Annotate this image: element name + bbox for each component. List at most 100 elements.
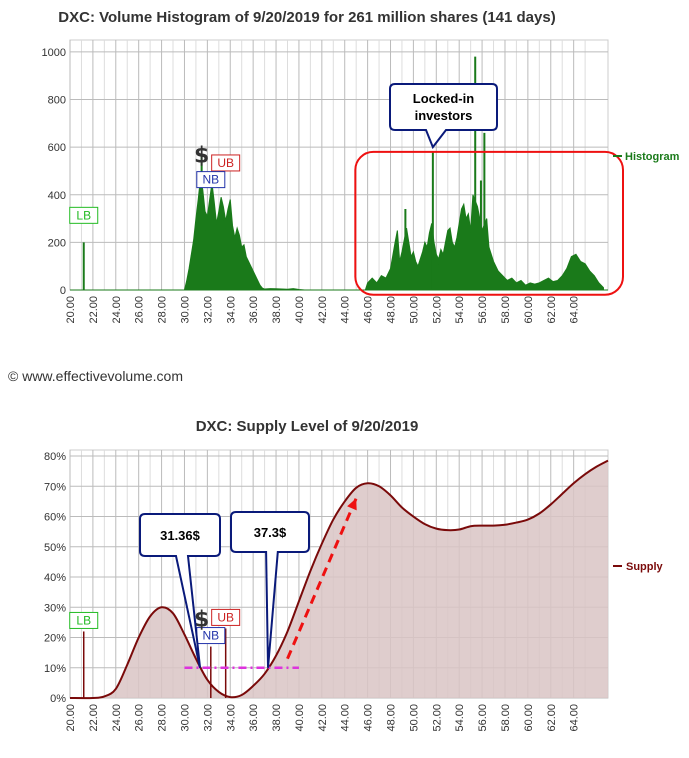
supply-x-tick-label: 38.00	[271, 704, 283, 732]
locked-in-callout	[389, 83, 498, 150]
supply-y-tick-label: 0%	[50, 693, 66, 705]
supply-line	[69, 459, 609, 700]
supply-tag-ub-box	[211, 608, 241, 626]
histogram-grid	[69, 39, 609, 291]
histogram-y-tick-label: 400	[48, 190, 66, 202]
supply-tag-ub-label: UB	[217, 610, 234, 624]
price-callout	[230, 511, 310, 668]
supply-legend-label: Supply	[626, 561, 664, 573]
histogram-title: DXC: Volume Histogram of 9/20/2019 for 2…	[58, 9, 555, 26]
supply-y-tick-label: 70%	[44, 481, 66, 493]
histogram-x-tick-label: 56.00	[477, 296, 489, 324]
histogram-axes: 20.00 22.00 24.00 26.00 28.00 30.00 32.00 34.00…	[42, 47, 581, 324]
supply-y-tick-label: 20%	[44, 633, 66, 645]
price-callout-text: 37.3$	[254, 525, 287, 540]
supply-tag-lb-label: LB	[76, 613, 91, 627]
histogram-tag-lb-label: LB	[76, 208, 91, 222]
histogram-x-tick-label: 48.00	[386, 296, 398, 324]
histogram-plot-frame	[69, 39, 609, 291]
supply-dollar-sign: $	[194, 607, 209, 632]
supply-tag-nb-label: NB	[202, 629, 219, 643]
supply-y-tick-label: 10%	[44, 663, 66, 675]
supply-axes: 20.00 22.00 24.00 26.00 28.00 30.00 32.00 34.00…	[44, 451, 581, 731]
histogram-x-tick-label: 38.00	[271, 296, 283, 324]
histogram-y-tick-label: 600	[48, 142, 66, 154]
histogram-x-tick-label: 22.00	[88, 296, 100, 324]
supply-x-tick-label: 52.00	[431, 704, 443, 732]
supply-tag-lb-box	[69, 611, 99, 629]
supply-y-tick-label: 80%	[44, 451, 66, 463]
supply-area	[70, 460, 608, 699]
supply-x-tick-label: 28.00	[157, 704, 169, 732]
supply-x-tick-label: 62.00	[546, 704, 558, 732]
supply-x-tick-label: 56.00	[477, 704, 489, 732]
histogram-x-tick-label: 54.00	[454, 296, 466, 324]
supply-title: DXC: Supply Level of 9/20/2019	[196, 418, 419, 435]
supply-y-tick-label: 40%	[44, 572, 66, 584]
histogram-x-tick-label: 32.00	[202, 296, 214, 324]
supply-x-tick-label: 30.00	[179, 704, 191, 732]
histogram-tag-ub-box	[211, 154, 241, 172]
supply-x-tick-label: 50.00	[408, 704, 420, 732]
supply-x-tick-label: 26.00	[134, 704, 146, 732]
histogram-plot	[70, 56, 608, 291]
histogram-y-tick-label: 800	[48, 95, 66, 107]
histogram-x-tick-label: 30.00	[179, 296, 191, 324]
histogram-x-tick-label: 50.00	[408, 296, 420, 324]
histogram-y-tick-label: 200	[48, 237, 66, 249]
supply-x-tick-label: 44.00	[340, 704, 352, 732]
histogram-tag-nb-label: NB	[202, 173, 219, 187]
histogram-x-tick-label: 52.00	[431, 296, 443, 324]
supply-x-tick-label: 48.00	[386, 704, 398, 732]
histogram-tag-ub-label: UB	[217, 156, 234, 170]
price-callout	[139, 513, 221, 668]
supply-x-tick-label: 42.00	[317, 704, 329, 732]
histogram-x-tick-label: 44.00	[340, 296, 352, 324]
histogram-x-tick-label: 26.00	[134, 296, 146, 324]
histogram-y-tick-label: 1000	[42, 47, 66, 59]
supply-x-tick-label: 20.00	[65, 704, 77, 732]
histogram-annotations: LB UB NB $ Locked-in investors	[69, 83, 624, 296]
supply-x-tick-label: 22.00	[88, 704, 100, 732]
histogram-tag-lb-box	[69, 206, 99, 224]
histogram-legend: Histogram	[613, 151, 680, 163]
supply-x-tick-label: 54.00	[454, 704, 466, 732]
histogram-x-tick-label: 28.00	[157, 296, 169, 324]
histogram-x-tick-label: 64.00	[569, 296, 581, 324]
supply-x-tick-label: 34.00	[225, 704, 237, 732]
supply-x-tick-label: 60.00	[523, 704, 535, 732]
supply-x-tick-label: 36.00	[248, 704, 260, 732]
supply-x-tick-label: 58.00	[500, 704, 512, 732]
histogram-y-tick-label: 0	[60, 285, 66, 297]
histogram-x-tick-label: 24.00	[111, 296, 123, 324]
histogram-x-tick-label: 46.00	[363, 296, 375, 324]
locked-in-callout-text: Locked-in	[413, 91, 474, 106]
histogram-x-tick-label: 34.00	[225, 296, 237, 324]
supply-x-tick-label: 24.00	[111, 704, 123, 732]
supply-arrow-head	[347, 498, 357, 511]
histogram-dollar-sign: $	[194, 144, 209, 169]
price-callout-text: 31.36$	[160, 528, 201, 543]
histogram-x-tick-label: 42.00	[317, 296, 329, 324]
histogram-x-tick-label: 58.00	[500, 296, 512, 324]
locked-in-callout-text: investors	[415, 108, 473, 123]
histogram-tag-nb-box	[196, 171, 226, 189]
supply-x-tick-label: 64.00	[569, 704, 581, 732]
supply-plot	[69, 459, 609, 700]
histogram-x-tick-label: 36.00	[248, 296, 260, 324]
supply-x-tick-label: 40.00	[294, 704, 306, 732]
histogram-x-tick-label: 20.00	[65, 296, 77, 324]
supply-x-tick-label: 46.00	[363, 704, 375, 732]
histogram-x-tick-label: 60.00	[523, 296, 535, 324]
supply-annotations: LB UB NB$31.36$ 37.3$	[69, 497, 358, 698]
histogram-x-tick-label: 62.00	[546, 296, 558, 324]
supply-x-tick-label: 32.00	[202, 704, 214, 732]
locked-in-highlight-box	[354, 150, 624, 296]
supply-y-tick-label: 30%	[44, 602, 66, 614]
copyright-text: © www.effectivevolume.com	[8, 368, 184, 384]
histogram-area	[183, 178, 604, 291]
histogram-legend-label: Histogram	[625, 151, 680, 163]
supply-y-tick-label: 60%	[44, 512, 66, 524]
supply-legend: Supply	[613, 561, 664, 573]
